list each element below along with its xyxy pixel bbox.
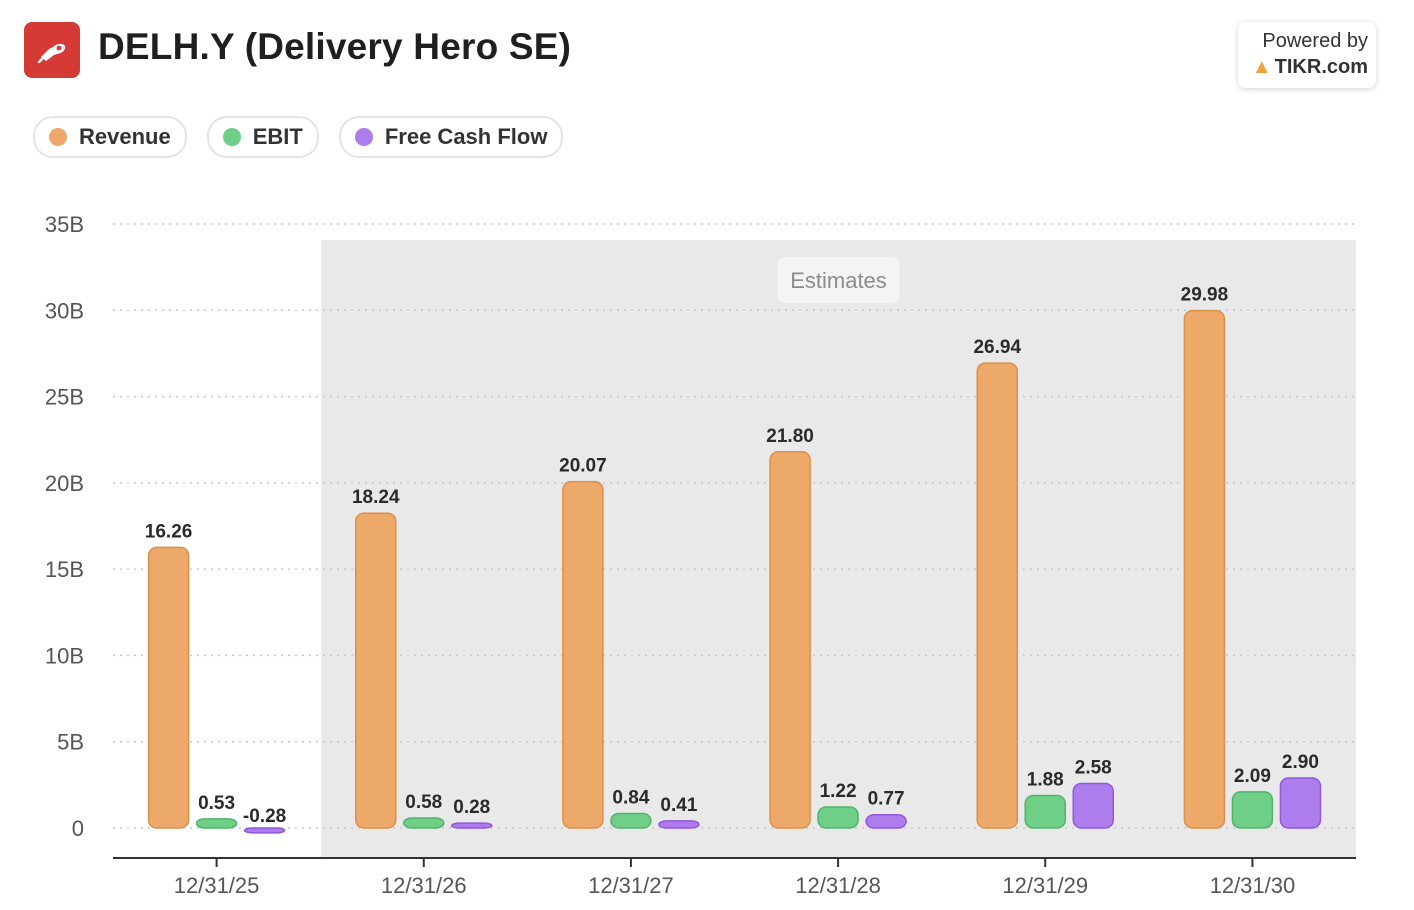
bar-revenue bbox=[355, 512, 397, 829]
data-label: 0.84 bbox=[612, 788, 649, 809]
data-label: 0.41 bbox=[660, 795, 697, 816]
bar-free-cash-flow bbox=[1072, 782, 1114, 829]
y-tick-label: 10B bbox=[45, 643, 84, 668]
legend-dot-icon bbox=[222, 128, 241, 146]
x-tick-label: 12/31/25 bbox=[174, 873, 260, 898]
x-tick-label: 12/31/29 bbox=[1002, 873, 1088, 898]
y-tick-label: 0 bbox=[72, 816, 84, 841]
data-label: 2.90 bbox=[1282, 752, 1319, 773]
bar-ebit bbox=[403, 817, 445, 829]
legend-dot-icon bbox=[354, 128, 373, 146]
data-label: 2.58 bbox=[1075, 757, 1112, 778]
bar-free-cash-flow bbox=[451, 822, 493, 829]
bar-free-cash-flow bbox=[1279, 777, 1322, 829]
estimates-label: Estimates bbox=[790, 268, 887, 293]
legend-label: EBIT bbox=[252, 124, 303, 149]
bar-revenue bbox=[147, 546, 190, 829]
x-tick-label: 12/31/28 bbox=[795, 873, 881, 898]
y-tick-label: 20B bbox=[45, 471, 84, 496]
powered-by-text: Powered by bbox=[1262, 30, 1368, 52]
data-label: 1.88 bbox=[1027, 770, 1064, 791]
data-label: 0.28 bbox=[453, 797, 490, 818]
y-tick-label: 15B bbox=[45, 557, 84, 582]
legend-dot-icon bbox=[49, 128, 67, 146]
estimates-badge bbox=[777, 257, 900, 303]
bar-revenue bbox=[562, 480, 604, 829]
y-tick-label: 30B bbox=[45, 298, 84, 323]
legend-item-free-cash-flow[interactable]: Free Cash Flow bbox=[338, 116, 564, 158]
estimates-region bbox=[321, 240, 1356, 858]
y-tick-label: 25B bbox=[45, 385, 84, 410]
bar-free-cash-flow bbox=[865, 813, 907, 829]
bar-free-cash-flow bbox=[658, 820, 700, 829]
data-label: 18.24 bbox=[352, 487, 400, 508]
x-tick-label: 12/31/26 bbox=[381, 873, 467, 898]
tikr-logo-icon: ▲ bbox=[1251, 56, 1272, 78]
legend-item-ebit[interactable]: EBIT bbox=[206, 116, 319, 158]
data-label: 21.80 bbox=[766, 426, 814, 447]
bar-free-cash-flow bbox=[243, 827, 286, 834]
bar-ebit bbox=[610, 812, 652, 829]
data-label: 29.98 bbox=[1181, 285, 1229, 306]
x-tick-label: 12/31/30 bbox=[1210, 873, 1296, 898]
page-title: DELH.Y (Delivery Hero SE) bbox=[98, 26, 572, 67]
bar-revenue bbox=[1183, 309, 1226, 829]
y-tick-label: 5B bbox=[57, 730, 84, 755]
data-label: 2.09 bbox=[1234, 766, 1271, 787]
x-tick-label: 12/31/27 bbox=[588, 873, 674, 898]
data-label: 20.07 bbox=[559, 456, 607, 477]
data-label: 0.58 bbox=[405, 792, 442, 813]
bar-ebit bbox=[1231, 791, 1274, 829]
bar-ebit bbox=[1024, 794, 1066, 829]
bar-ebit bbox=[817, 806, 859, 829]
data-label: 1.22 bbox=[820, 781, 857, 802]
legend-label: Revenue bbox=[79, 124, 171, 149]
bar-ebit bbox=[195, 818, 238, 829]
brand-name: TIKR.com bbox=[1274, 56, 1368, 78]
data-label: 0.77 bbox=[868, 789, 905, 810]
data-label: -0.28 bbox=[243, 806, 286, 827]
data-label: 16.26 bbox=[145, 521, 193, 542]
data-label: 0.53 bbox=[198, 793, 235, 814]
legend-label: Free Cash Flow bbox=[384, 124, 548, 149]
company-logo bbox=[24, 22, 80, 78]
legend-item-revenue[interactable]: Revenue bbox=[33, 116, 187, 158]
chart-legend: Revenue EBIT Free Cash Flow bbox=[33, 116, 564, 158]
bar-revenue bbox=[976, 362, 1018, 829]
data-label: 26.94 bbox=[973, 337, 1021, 358]
y-tick-label: 35B bbox=[45, 212, 84, 237]
delivery-hero-logo-icon bbox=[37, 43, 66, 64]
bar-revenue bbox=[769, 451, 811, 829]
powered-by-badge[interactable]: Powered by ▲ TIKR.com bbox=[1238, 22, 1376, 88]
